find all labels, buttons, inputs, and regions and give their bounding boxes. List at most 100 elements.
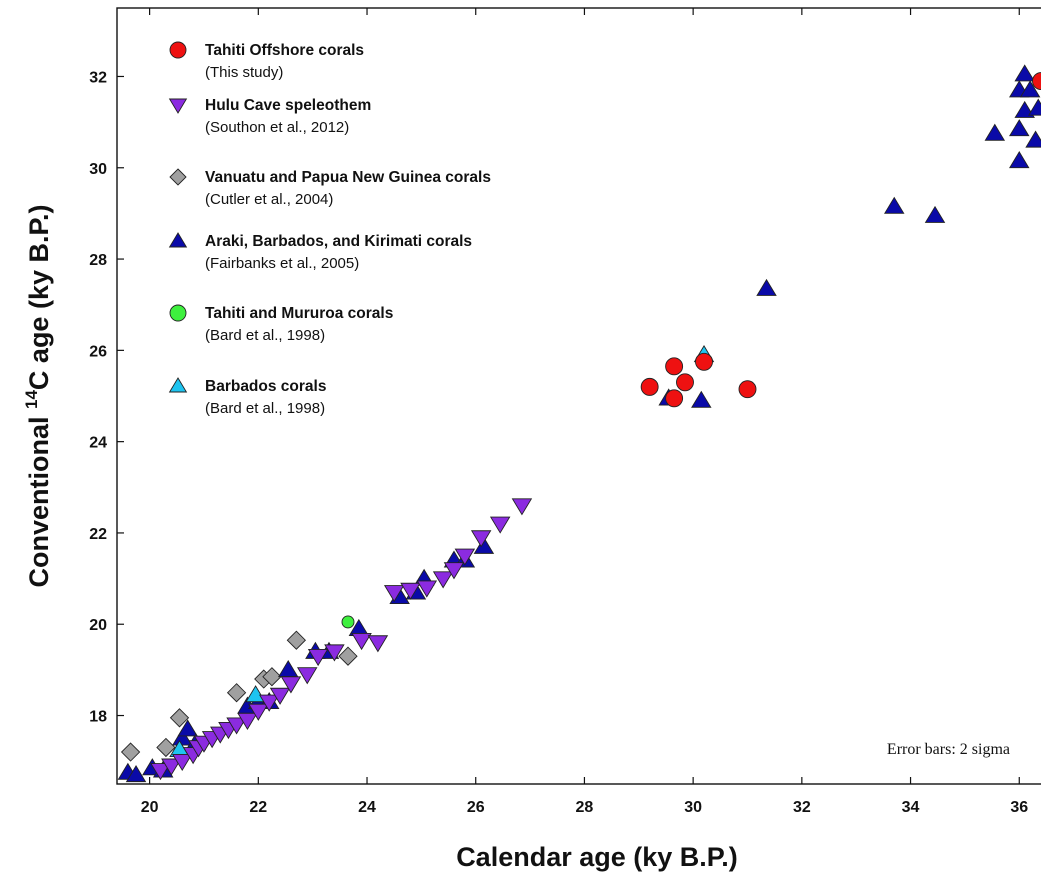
data-point xyxy=(171,753,193,772)
legend-marker xyxy=(169,41,187,59)
data-point xyxy=(691,390,712,408)
y-tick-label: 32 xyxy=(89,69,107,86)
data-point xyxy=(307,648,329,667)
x-tick-label: 30 xyxy=(684,799,702,816)
x-tick-label: 26 xyxy=(467,799,485,816)
data-point xyxy=(177,719,198,737)
legend-entry: Tahiti Offshore corals (This study) xyxy=(169,41,364,81)
data-point xyxy=(341,615,355,629)
x-tick-label: 22 xyxy=(249,799,267,816)
legend-reference: (Cutler et al., 2004) xyxy=(205,191,333,208)
data-point xyxy=(511,498,533,516)
legend-label: Hulu Cave speleothem xyxy=(205,97,371,114)
y-tick-label: 22 xyxy=(89,526,107,543)
data-point xyxy=(489,516,511,534)
legend-marker xyxy=(168,98,188,114)
data-point xyxy=(984,123,1006,141)
data-point xyxy=(443,562,465,580)
series-tahiti-offshore-corals xyxy=(640,72,1041,408)
data-point xyxy=(1028,98,1041,116)
y-tick-label: 26 xyxy=(89,343,107,360)
y-tick-label: 28 xyxy=(89,252,107,269)
error-bar-note: Error bars: 2 sigma xyxy=(887,741,1010,758)
legend-reference: (Bard et al., 1998) xyxy=(205,327,325,344)
data-point xyxy=(269,687,291,705)
data-point xyxy=(383,585,405,603)
legend-reference: (Fairbanks et al., 2005) xyxy=(205,255,359,272)
data-point xyxy=(738,380,757,399)
data-point xyxy=(367,635,389,653)
x-tick-label: 24 xyxy=(358,799,376,816)
x-tick-label: 34 xyxy=(902,799,920,816)
data-point xyxy=(296,667,318,685)
data-point xyxy=(676,373,694,392)
data-point xyxy=(454,548,476,566)
y-tick-label: 30 xyxy=(89,161,107,178)
data-point xyxy=(286,630,307,650)
y-tick-label: 20 xyxy=(89,617,107,634)
data-point xyxy=(665,357,684,376)
legend-label: Tahiti Offshore corals xyxy=(205,42,364,59)
y-tick-label: 24 xyxy=(89,435,107,452)
x-axis-title: Calendar age (ky B.P.) xyxy=(456,842,738,872)
data-point xyxy=(1009,151,1030,169)
legend-label: Tahiti and Mururoa corals xyxy=(205,305,393,322)
data-point xyxy=(226,717,247,735)
data-point xyxy=(161,758,182,776)
series-tahiti-and-mururoa-corals xyxy=(341,615,355,629)
legend-reference: (Bard et al., 1998) xyxy=(205,400,325,417)
legend-entry: Barbados corals (Bard et al., 1998) xyxy=(168,377,326,417)
data-point xyxy=(1009,119,1030,137)
series-vanuatu-and-papua-new-guinea-corals xyxy=(120,630,358,762)
data-point xyxy=(884,196,905,214)
data-point xyxy=(640,377,659,396)
data-point xyxy=(262,667,282,687)
y-axis-title-suffix: C age (ky B.P.) xyxy=(24,204,54,390)
data-point xyxy=(237,712,258,730)
data-point xyxy=(169,708,190,728)
data-point xyxy=(156,737,176,758)
data-point xyxy=(324,644,345,662)
data-point xyxy=(1025,130,1041,148)
data-point xyxy=(416,580,438,598)
legend-entry: Hulu Cave speleothem (Southon et al., 201… xyxy=(168,97,371,136)
y-axis-title-superscript: 14 xyxy=(22,390,41,409)
y-axis-title-prefix: Conventional xyxy=(24,409,54,588)
data-point xyxy=(400,582,421,600)
legend-entry: Araki, Barbados, and Kirimati corals (Fai… xyxy=(168,232,472,272)
legend-label: Vanuatu and Papua New Guinea corals xyxy=(205,169,491,186)
legend-marker xyxy=(169,304,187,322)
data-point xyxy=(351,633,372,651)
x-tick-label: 28 xyxy=(576,799,594,816)
data-point xyxy=(280,676,302,694)
data-point xyxy=(924,205,946,223)
legend: Tahiti Offshore corals (This study) Hulu C… xyxy=(168,41,491,417)
data-point xyxy=(473,536,495,554)
legend-entry: Vanuatu and Papua New Guinea corals (Cutl… xyxy=(169,168,491,208)
axis-ticks: 20 22 24 26 28 30 32 34 36 18 20 22 24 26 28 30 32 xyxy=(89,8,1028,816)
data-point xyxy=(150,763,171,781)
legend-label: Araki, Barbados, and Kirimati corals xyxy=(205,233,472,250)
legend-reference: (Southon et al., 2012) xyxy=(205,119,349,136)
data-point xyxy=(1014,64,1035,82)
data-point xyxy=(125,764,147,783)
data-point xyxy=(470,530,492,548)
data-point xyxy=(226,683,247,703)
legend-entry: Tahiti and Mururoa corals (Bard et al., 1… xyxy=(169,304,393,344)
data-markers xyxy=(117,64,1041,783)
x-tick-label: 20 xyxy=(141,799,159,816)
data-point xyxy=(120,742,141,762)
legend-label: Barbados corals xyxy=(205,378,326,395)
legend-reference: (This study) xyxy=(205,64,283,81)
data-point xyxy=(432,571,454,589)
legend-marker xyxy=(169,168,187,186)
plot-frame xyxy=(116,7,1041,785)
data-point xyxy=(248,703,269,721)
data-point xyxy=(695,352,713,371)
data-point xyxy=(258,694,280,712)
y-tick-label: 18 xyxy=(89,709,107,726)
x-tick-label: 36 xyxy=(1010,799,1028,816)
legend-marker xyxy=(168,232,188,248)
data-point xyxy=(1032,72,1041,90)
